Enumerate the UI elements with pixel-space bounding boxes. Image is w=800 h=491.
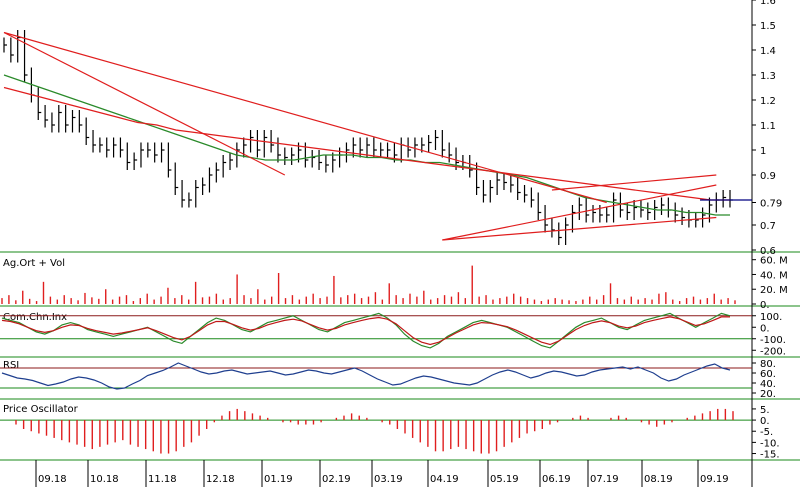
price-bars bbox=[3, 30, 733, 245]
x-tick-label: 06.19 bbox=[542, 474, 571, 485]
y-tick-label: 60. M bbox=[760, 256, 788, 267]
x-tick-label: 10.18 bbox=[90, 474, 119, 485]
y-tick-label: 60. bbox=[760, 369, 776, 380]
y-tick-label: 1.5 bbox=[760, 21, 776, 32]
ma-short-line bbox=[3, 74, 730, 216]
x-tick-label: 04.19 bbox=[430, 474, 459, 485]
cci-panel-title: Com.Chn.Inx bbox=[3, 312, 67, 323]
y-tick-label: 1 bbox=[760, 146, 766, 157]
oscillator-panel-title: Price Oscillator bbox=[3, 404, 79, 415]
x-tick-label: 08.19 bbox=[644, 474, 673, 485]
x-tick-label: 01.19 bbox=[264, 474, 293, 485]
y-tick-label: 0.7 bbox=[760, 221, 776, 232]
rsi-line bbox=[1, 362, 731, 390]
y-tick-label: 100. bbox=[760, 312, 782, 323]
y-tick-label: -15. bbox=[760, 450, 780, 461]
y-tick-label: 0.6 bbox=[760, 246, 776, 257]
x-tick-label: 11.18 bbox=[148, 474, 177, 485]
x-tick-label: 07.19 bbox=[590, 474, 619, 485]
cci-signal-line bbox=[1, 316, 730, 346]
rsi-panel-title: RSI bbox=[3, 360, 19, 371]
trend-line bbox=[551, 174, 717, 191]
cci-line bbox=[1, 312, 731, 349]
y-tick-label: 1.1 bbox=[760, 121, 776, 132]
y-tick-label: 20. M bbox=[760, 285, 788, 296]
trend-line bbox=[442, 184, 717, 241]
trend-line bbox=[3, 31, 286, 176]
y-tick-label: 80. bbox=[760, 359, 776, 370]
y-tick-label: -10. bbox=[760, 438, 780, 449]
y-tick-label: -5. bbox=[760, 427, 773, 438]
x-tick-label: 09.18 bbox=[38, 474, 67, 485]
y-tick-label: 0. bbox=[760, 416, 770, 427]
x-tick-label: 03.19 bbox=[374, 474, 403, 485]
x-tick-label: 05.19 bbox=[490, 474, 519, 485]
trend-line bbox=[3, 31, 607, 204]
y-tick-label: 1.4 bbox=[760, 46, 776, 57]
y-tick-label: 1.3 bbox=[760, 71, 776, 82]
y-tick-label: 5. bbox=[760, 405, 770, 416]
volume-panel-title: Ag.Ort + Vol bbox=[3, 258, 65, 269]
y-tick-label: 0. bbox=[760, 300, 770, 311]
y-tick-label: 20. bbox=[760, 389, 776, 400]
x-tick-label: 12.18 bbox=[206, 474, 235, 485]
x-tick-label: 02.19 bbox=[322, 474, 351, 485]
y-tick-label: -200. bbox=[760, 346, 786, 357]
y-tick-label: 0.9 bbox=[760, 171, 776, 182]
y-tick-label: 1.2 bbox=[760, 96, 776, 107]
y-tick-label: 1.6 bbox=[760, 0, 776, 7]
x-tick-label: 09.19 bbox=[700, 474, 729, 485]
ma-long-line bbox=[3, 86, 730, 201]
y-tick-label: 0. bbox=[760, 323, 770, 334]
y-tick-label: 40. bbox=[760, 379, 776, 390]
trend-line bbox=[442, 216, 717, 241]
y-tick-label: 0.79 bbox=[760, 199, 782, 210]
y-tick-label: -100. bbox=[760, 335, 786, 346]
y-tick-label: 40. M bbox=[760, 270, 788, 281]
